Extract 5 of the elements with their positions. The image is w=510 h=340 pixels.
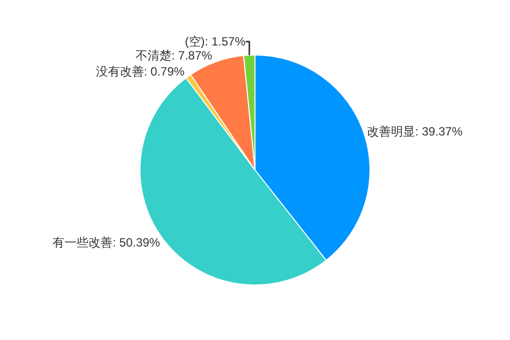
slice-label: 改善明显: 39.37% (367, 124, 463, 139)
slice-label: 有一些改善: 50.39% (52, 236, 160, 250)
slice-label: 不清楚: 7.87% (135, 48, 213, 63)
slice-label: (空): 1.57% (184, 34, 246, 49)
slice-label: 没有改善: 0.79% (96, 64, 185, 79)
